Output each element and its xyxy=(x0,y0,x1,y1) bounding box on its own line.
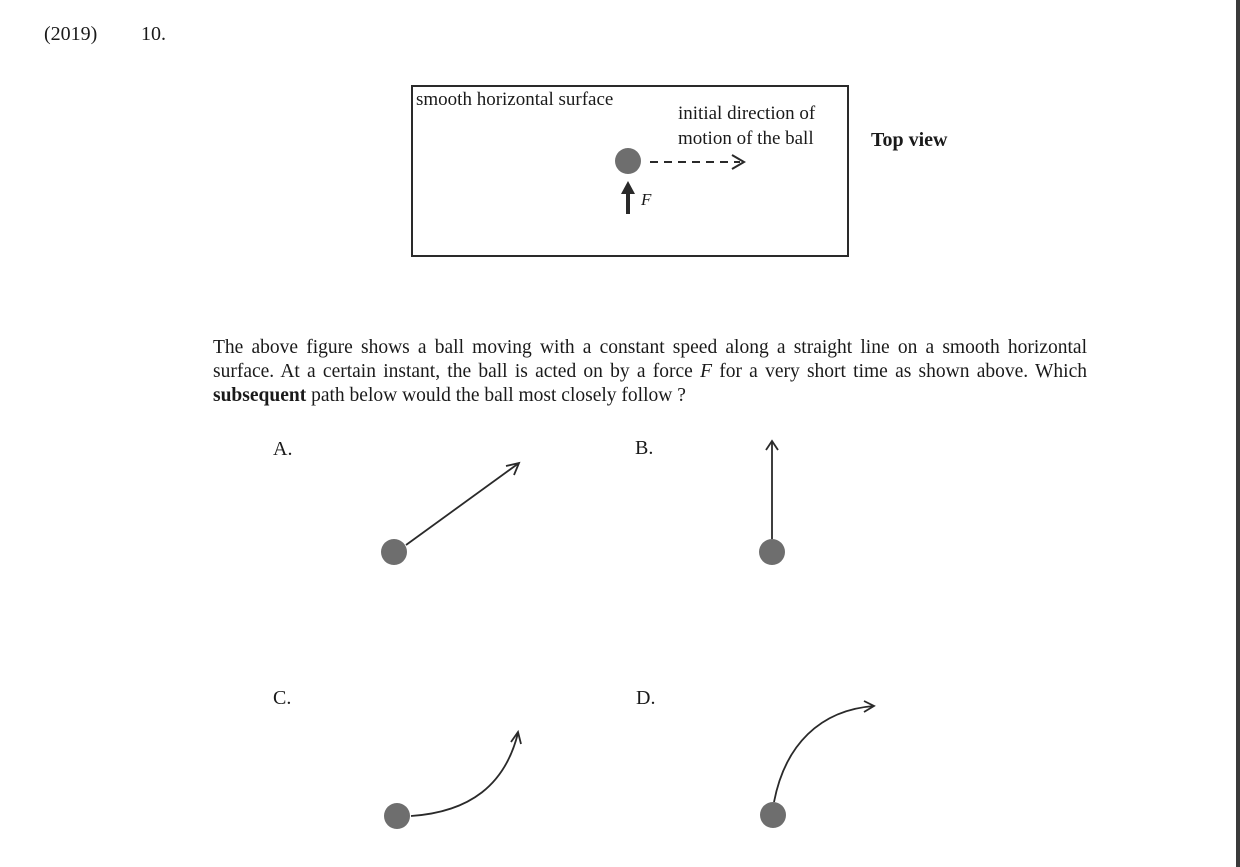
motion-direction-label: initial direction of motion of the ball xyxy=(678,101,815,151)
question-emphasis: subsequent xyxy=(213,385,307,406)
question-part2: for a very short time as shown above. Wh… xyxy=(711,361,1087,382)
option-b-arrowhead-icon xyxy=(765,439,779,451)
motion-label-line1: initial direction of xyxy=(678,103,816,124)
force-arrowhead-icon xyxy=(621,181,635,194)
question-year: (2019) xyxy=(44,23,98,45)
option-a-arrowhead-icon xyxy=(505,461,521,476)
option-a-label: A. xyxy=(273,438,293,460)
top-view-label: Top view xyxy=(871,129,948,151)
option-d-label: D. xyxy=(636,687,656,709)
option-c-label: C. xyxy=(273,687,292,709)
motion-label-line2: motion of the ball xyxy=(678,128,814,149)
question-number: 10. xyxy=(141,23,166,45)
option-a-path xyxy=(405,462,520,546)
surface-figure-box xyxy=(411,85,849,257)
force-label: F xyxy=(641,190,652,209)
option-c-arrowhead-icon xyxy=(510,729,522,745)
question-force-symbol: F xyxy=(700,361,712,382)
option-d-path xyxy=(773,705,875,803)
motion-arrowhead-icon xyxy=(731,154,746,170)
ball-icon xyxy=(615,148,641,174)
question-part1: The above figure shows a ball moving wit… xyxy=(213,337,1087,382)
page-edge-border xyxy=(1236,0,1240,867)
option-b-label: B. xyxy=(635,437,654,459)
question-text: The above figure shows a ball moving wit… xyxy=(213,336,1087,408)
option-c-ball-icon xyxy=(384,803,410,829)
option-b-ball-icon xyxy=(759,539,785,565)
option-a-ball-icon xyxy=(381,539,407,565)
option-d-ball-icon xyxy=(760,802,786,828)
surface-label: smooth horizontal surface xyxy=(416,89,614,110)
question-part3: path below would the ball most closely f… xyxy=(306,385,686,406)
option-d-arrowhead-icon xyxy=(863,700,876,713)
option-c-path xyxy=(410,732,519,817)
